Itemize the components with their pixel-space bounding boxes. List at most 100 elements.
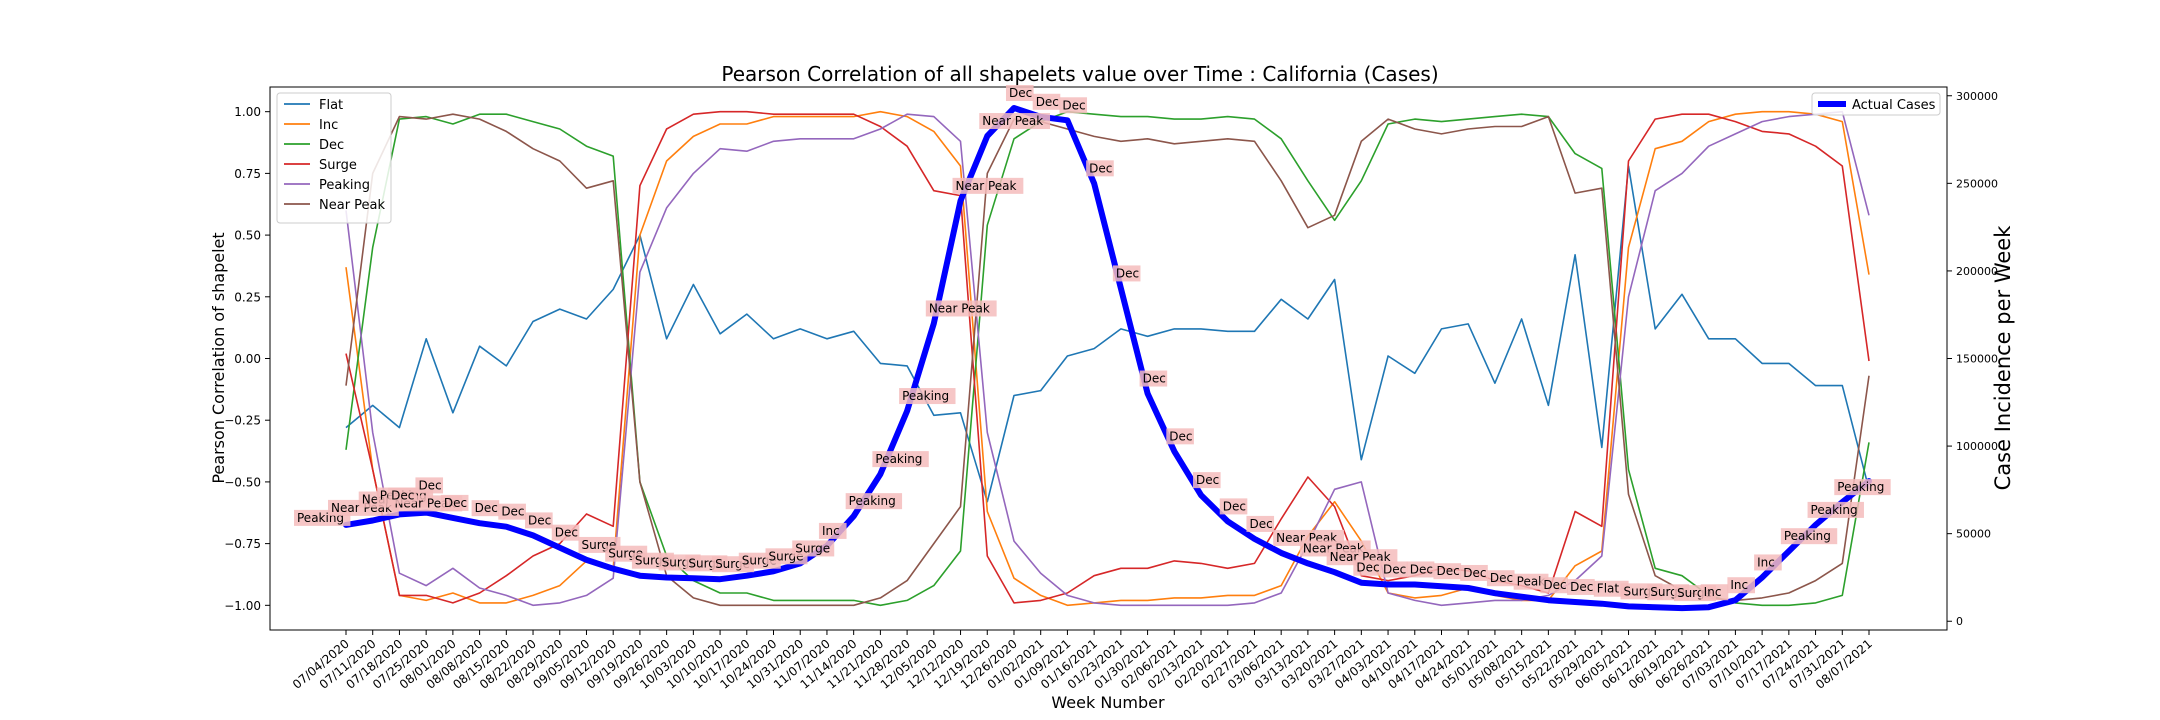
annotation-label: Peaking: [1807, 501, 1864, 518]
y-left-tick-label: −0.25: [224, 414, 261, 428]
annotation-text: Dec: [391, 489, 414, 503]
annotation-box: [440, 494, 469, 511]
annotation-label: Dec: [1032, 93, 1061, 110]
annotation-text: Dec: [555, 526, 578, 540]
annotation-text: Dec: [1062, 98, 1085, 112]
annotation-box: [1032, 93, 1061, 110]
annotation-label: Dec: [1433, 563, 1462, 580]
annotation-text: Peaking: [1784, 529, 1831, 543]
annotation-text: Dec: [1036, 95, 1059, 109]
annotation-label: Dec: [1540, 577, 1568, 594]
annotation-text: Dec: [528, 513, 551, 527]
annotation-text: Dec: [1570, 580, 1593, 594]
y-right-tick-label: 300000: [1956, 90, 1998, 103]
annotation-box: [925, 300, 997, 317]
annotation-label: Flat: [1593, 580, 1629, 597]
legend-left: Flat Inc Dec Surge Peaking Near Peak: [276, 92, 392, 224]
annotation-text: Dec: [1410, 562, 1433, 576]
annotation-box: [1433, 563, 1462, 580]
annotation-label: Near Peak: [952, 177, 1024, 194]
annotation-box: [551, 524, 580, 541]
annotation-label: Peaking: [899, 388, 956, 405]
y-left-tick-label: 0.75: [234, 167, 261, 181]
annotation-label: Dec: [1059, 97, 1088, 114]
annotation-label: Dec: [1086, 160, 1114, 177]
annotation-label: Dec: [415, 477, 444, 494]
legend-left-frame: [276, 92, 392, 224]
y-right-tick-label: 150000: [1956, 353, 1998, 366]
annotation-text: Dec: [418, 478, 441, 492]
annotation-box: [1540, 577, 1568, 594]
annotation-box: [979, 113, 1051, 130]
annotation-text: Surge: [795, 541, 830, 555]
annotation-text: Dec: [501, 505, 524, 519]
legend-entry-label: Peaking: [319, 178, 370, 193]
series-line-flat: [345, 165, 1870, 503]
annotation-text: Dec: [1249, 517, 1272, 531]
annotation-box: [388, 487, 416, 504]
annotation-text: Peaking: [1811, 503, 1858, 517]
annotation-text: Dec: [475, 501, 498, 515]
y-left-tick-label: −1.00: [224, 599, 261, 613]
annotation-text: Dec: [1116, 266, 1139, 280]
legend-right: Actual Cases: [1811, 92, 1941, 116]
x-axis-label: Week Number: [1051, 693, 1165, 712]
annotation-label: Dec: [1353, 559, 1381, 576]
series-layer: [343, 105, 1872, 612]
annotation-box: [1754, 554, 1782, 571]
annotation-label: Dec: [388, 487, 416, 504]
annotation-label: Dec: [1380, 561, 1408, 578]
annotation-box: [1193, 472, 1221, 489]
annotation-box: [1834, 479, 1891, 496]
annotation-text: Dec: [1196, 473, 1219, 487]
y-left-tick-label: −0.50: [224, 475, 261, 489]
annotation-label: Peak: [1513, 573, 1549, 590]
annotation-box: [952, 177, 1024, 194]
y-left-tick-label: 0.25: [234, 290, 261, 304]
y-right-tick-label: 250000: [1956, 177, 1998, 190]
annotation-text: Dec: [1490, 571, 1513, 585]
annotation-box: [1219, 498, 1248, 515]
y-right-tick-label: 200000: [1956, 265, 1998, 278]
legend-right-frame: [1811, 92, 1941, 116]
annotation-text: Peak: [1517, 575, 1546, 589]
y-right-tick-label: 100000: [1956, 440, 1998, 453]
y-left-tick-label: 0.50: [234, 229, 261, 243]
annotation-label: Dec: [440, 494, 469, 511]
annotation-label: Inc: [1754, 554, 1782, 571]
annotation-text: Peaking: [1837, 480, 1884, 494]
annotation-label: Dec: [1567, 578, 1595, 595]
annotation-label: Surge: [792, 540, 835, 557]
annotation-label: Dec: [1139, 370, 1168, 387]
series-line-peaking: [345, 110, 1870, 607]
x-axis: 07/04/202007/11/202007/18/202007/25/2020…: [290, 630, 1875, 692]
annotation-text: Dec: [444, 496, 467, 510]
series-line-actual-cases: [343, 105, 1872, 612]
annotation-label: Dec: [1112, 265, 1141, 282]
annotation-box: [872, 451, 929, 468]
series-line-dec: [345, 110, 1870, 607]
annotation-label: Inc: [1727, 577, 1756, 594]
annotation-text: Flat: [1597, 582, 1620, 596]
annotation-box: [1005, 85, 1034, 102]
annotation-box: [1567, 578, 1595, 595]
annotation-text: Inc: [822, 524, 840, 538]
annotation-text: Dec: [1356, 561, 1379, 575]
annotation-text: Near Peak: [982, 114, 1043, 128]
annotation-box: [1807, 501, 1864, 518]
annotation-text: Inc: [1704, 585, 1722, 599]
annotation-text: Dec: [1009, 86, 1032, 100]
annotation-text: Inc: [1757, 555, 1775, 569]
annotation-box: [1380, 561, 1408, 578]
annotation-box: [1727, 577, 1756, 594]
annotation-text: Peaking: [875, 452, 922, 466]
annotation-label: Dec: [525, 512, 553, 529]
legend-entry-label: Near Peak: [319, 198, 386, 213]
annotation-label: Near Peak: [925, 300, 997, 317]
annotation-label: Dec: [498, 503, 526, 520]
annotation-box: [1486, 570, 1515, 587]
annotation-label: Peaking: [872, 451, 929, 468]
annotation-label: Dec: [1005, 85, 1034, 102]
y-left-tick-label: 0.00: [234, 352, 261, 366]
